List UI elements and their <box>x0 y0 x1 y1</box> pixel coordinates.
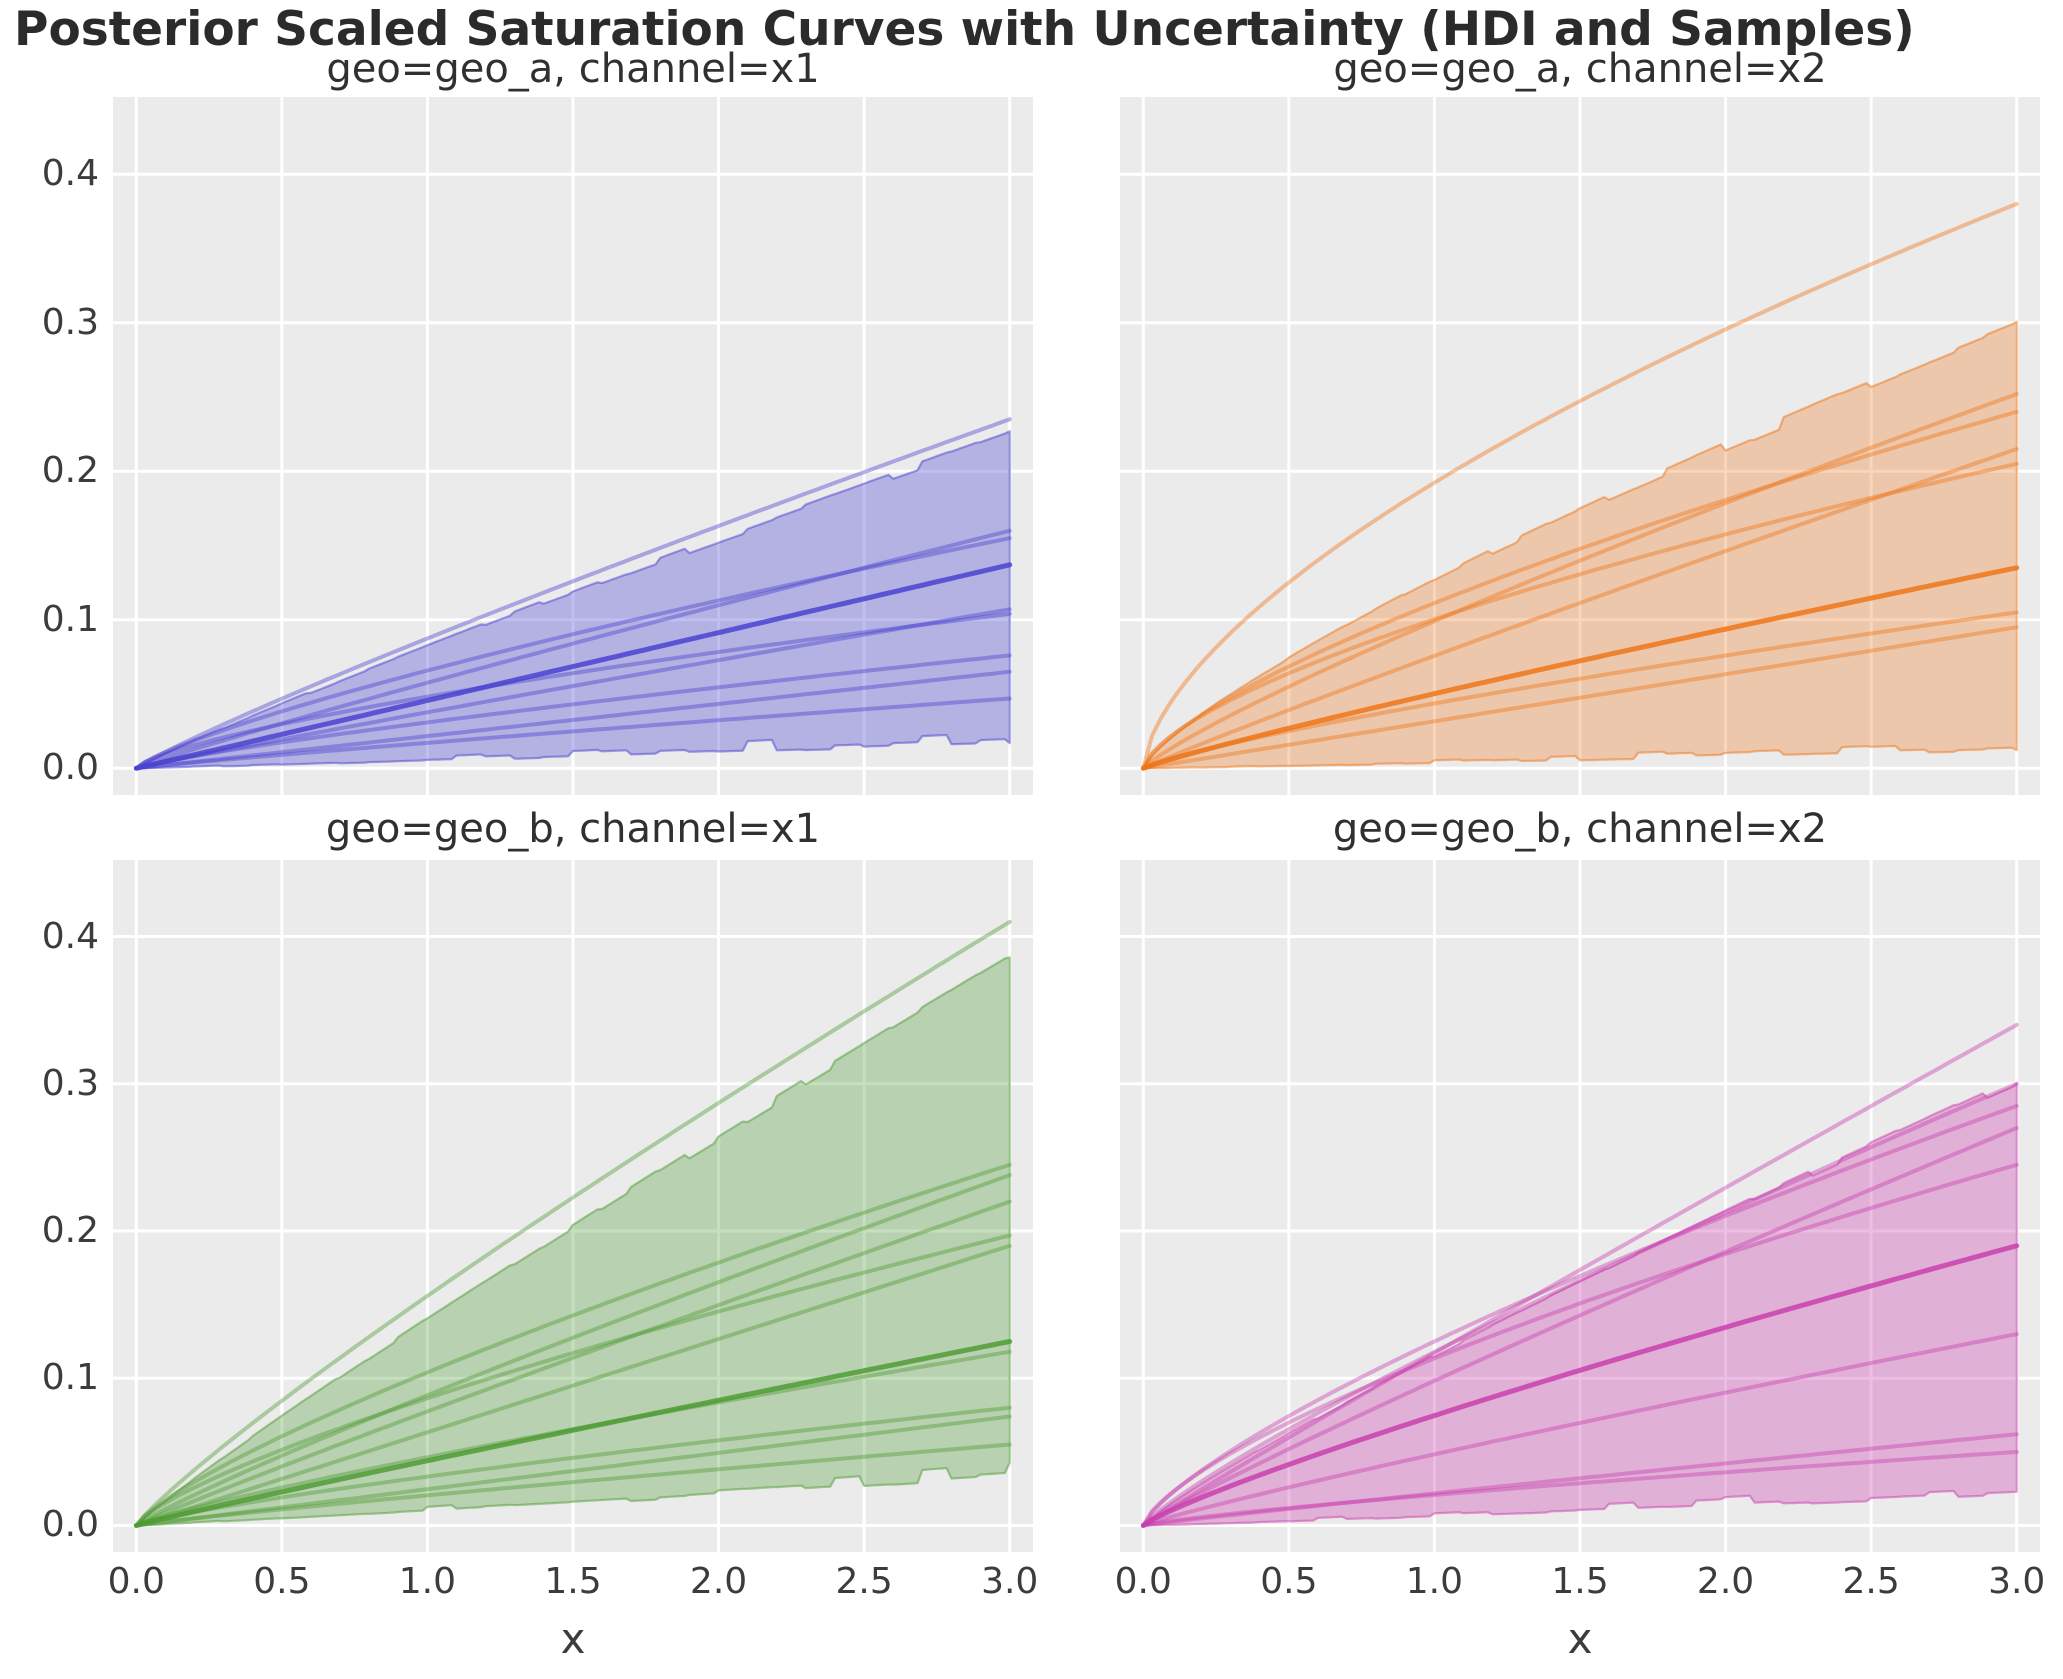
sample-curve-4 <box>1141 461 2019 771</box>
axes-geo_b-x1 <box>113 860 1033 1552</box>
axes-geo_a-x2 <box>1120 97 2040 795</box>
y-tick-row0-0.1: 0.1 <box>41 598 99 640</box>
x-tick-col0-2.0: 2.0 <box>689 1561 748 1602</box>
y-tick-row0-0.0: 0.0 <box>41 747 99 789</box>
x-tick-col0-1.0: 1.0 <box>398 1561 457 1602</box>
x-tick-col1-0.5: 0.5 <box>1260 1561 1318 1602</box>
sample-curve-6 <box>133 1339 1013 1528</box>
sample-curve-2 <box>134 536 1012 771</box>
sample-curve-5 <box>1140 565 2020 771</box>
sample-curve-6 <box>1141 610 2019 771</box>
x-tick-col1-1.0: 1.0 <box>1405 1561 1464 1602</box>
sample-curve-3 <box>134 1199 1012 1528</box>
sample-curve-7 <box>1141 625 2019 771</box>
sample-curve-0 <box>134 417 1012 771</box>
hdi-band <box>135 430 1011 770</box>
sample-curve-2 <box>134 1173 1012 1528</box>
subplot-title-geo_a-x2: geo=geo_a, channel=x2 <box>1333 46 1827 92</box>
sample-curve-3 <box>1141 447 2019 771</box>
y-tick-row1-0.2: 0.2 <box>41 1210 99 1252</box>
x-axis-label-left: x <box>560 1614 586 1663</box>
subplot-geo_b-x1 <box>113 860 1033 1556</box>
x-tick-col1-2.5: 2.5 <box>1842 1561 1900 1602</box>
sample-curve-8 <box>1141 1449 2019 1528</box>
sample-curve-10 <box>134 1442 1012 1528</box>
subplot-title-geo_b-x1: geo=geo_b, channel=x1 <box>325 806 821 852</box>
sample-curve-1 <box>134 528 1012 771</box>
x-tick-col1-2.0: 2.0 <box>1696 1561 1755 1602</box>
y-tick-row0-0.2: 0.2 <box>41 450 99 492</box>
hdi-band <box>1142 1082 2018 1527</box>
y-tick-row1-0.0: 0.0 <box>41 1504 99 1546</box>
x-tick-col0-0.5: 0.5 <box>253 1561 311 1602</box>
y-tick-row1-0.1: 0.1 <box>41 1357 99 1399</box>
axes-geo_b-x2 <box>1120 860 2040 1552</box>
subplot-geo_b-x2 <box>1120 860 2040 1556</box>
sample-curve-8 <box>134 696 1012 771</box>
subplot-title-geo_a-x1: geo=geo_a, channel=x1 <box>326 46 820 92</box>
x-tick-col0-0.0: 0.0 <box>107 1561 165 1602</box>
sample-curve-8 <box>134 1405 1012 1528</box>
sample-curve-2 <box>1141 409 2019 771</box>
y-tick-row1-0.3: 0.3 <box>41 1062 99 1104</box>
subplot-geo_a-x1 <box>113 97 1033 799</box>
sample-curve-0 <box>1141 201 2019 771</box>
subplot-geo_a-x2 <box>1120 97 2040 799</box>
y-tick-row0-0.3: 0.3 <box>41 301 99 343</box>
subplot-title-geo_b-x2: geo=geo_b, channel=x2 <box>1332 806 1828 852</box>
x-tick-col1-3.0: 3.0 <box>1988 1561 2046 1602</box>
x-tick-col0-3.0: 3.0 <box>981 1561 1039 1602</box>
sample-curve-5 <box>134 1243 1012 1528</box>
x-tick-col1-0.0: 0.0 <box>1114 1561 1172 1602</box>
x-axis-label-right: x <box>1567 1614 1593 1663</box>
x-tick-col0-2.5: 2.5 <box>835 1561 893 1602</box>
y-tick-row1-0.4: 0.4 <box>41 915 99 957</box>
x-tick-col1-1.5: 1.5 <box>1551 1561 1609 1602</box>
sample-curve-9 <box>134 1414 1012 1528</box>
sample-curve-4 <box>134 1233 1012 1528</box>
sample-curve-6 <box>134 653 1012 771</box>
sample-curve-7 <box>134 1349 1012 1528</box>
x-tick-col0-1.5: 1.5 <box>544 1561 602 1602</box>
axes-geo_a-x1 <box>113 97 1033 795</box>
sample-curve-5 <box>1140 1243 2020 1528</box>
sample-curve-5 <box>134 611 1012 771</box>
sample-curve-0 <box>134 919 1012 1528</box>
sample-curve-1 <box>1141 1081 2019 1528</box>
sample-curve-7 <box>134 669 1012 771</box>
sample-curve-7 <box>1141 1432 2019 1528</box>
sample-curve-4 <box>134 607 1012 771</box>
hdi-band <box>1142 320 2018 770</box>
sample-curve-3 <box>133 562 1013 771</box>
sample-curve-1 <box>134 1162 1012 1528</box>
y-tick-row0-0.4: 0.4 <box>41 153 99 195</box>
sample-curve-4 <box>1141 1162 2019 1528</box>
sample-curve-1 <box>1141 392 2019 771</box>
sample-curve-0 <box>1141 1022 2019 1528</box>
sample-curve-2 <box>1141 1103 2019 1528</box>
sample-curve-6 <box>1141 1332 2019 1528</box>
figure-title: Posterior Scaled Saturation Curves with … <box>14 2 1915 57</box>
sample-curve-3 <box>1141 1126 2019 1528</box>
